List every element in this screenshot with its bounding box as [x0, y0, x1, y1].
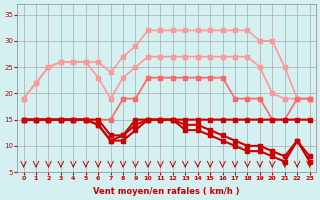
X-axis label: Vent moyen/en rafales ( km/h ): Vent moyen/en rafales ( km/h ): [93, 187, 240, 196]
